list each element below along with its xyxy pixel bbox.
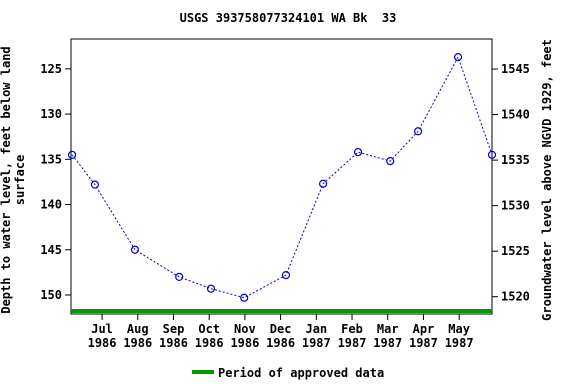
x-tick-label: Nov (234, 322, 256, 336)
x-tick-label: May (448, 322, 470, 336)
data-point (487, 150, 497, 159)
y-tick-label: 150 (40, 288, 62, 302)
y2-axis-label: Groundwater level above NGVD 1929, feet (540, 39, 554, 321)
data-point (240, 293, 249, 302)
y-axis-label: Depth to water level, feet below landsur… (0, 46, 27, 313)
data-point (90, 180, 100, 189)
x-tick-label: Oct (198, 322, 220, 336)
y2-tick-label: 1520 (501, 290, 530, 304)
legend-label: Period of approved data (218, 366, 384, 380)
x-tick-year: 1987 (409, 336, 438, 350)
chart-title: USGS 393758077324101 WA Bk 33 (180, 11, 397, 25)
x-tick-label: Feb (341, 322, 363, 336)
x-tick-year: 1986 (266, 336, 295, 350)
data-point (353, 147, 363, 157)
x-tick-label: Sep (163, 322, 185, 336)
data-point (206, 284, 216, 293)
x-tick-year: 1987 (338, 336, 367, 350)
x-tick-year: 1987 (373, 336, 402, 350)
data-point (413, 127, 423, 136)
data-point (386, 157, 395, 166)
y2-tick-label: 1525 (501, 244, 530, 258)
x-tick-label: Apr (413, 322, 435, 336)
x-tick-year: 1987 (302, 336, 331, 350)
x-tick-label: Jan (305, 322, 327, 336)
x-tick-year: 1986 (88, 336, 117, 350)
x-tick-year: 1986 (123, 336, 152, 350)
y2-tick-label: 1530 (501, 199, 530, 213)
data-point (281, 271, 291, 280)
plot-frame (70, 38, 493, 315)
y-tick-label: 130 (40, 107, 62, 121)
y-tick-label: 135 (40, 152, 62, 166)
y2-tick-label: 1545 (501, 62, 530, 76)
y2-tick-label: 1535 (501, 153, 530, 167)
x-tick-label: Jul (91, 322, 113, 336)
data-point (453, 52, 463, 62)
y-tick-label: 140 (40, 198, 62, 212)
series-line (71, 55, 493, 299)
x-tick-label: Aug (127, 322, 149, 336)
y-tick-label: 145 (40, 243, 62, 257)
x-tick-label: Mar (377, 322, 399, 336)
x-tick-year: 1986 (159, 336, 188, 350)
data-point (319, 179, 328, 188)
y2-tick-label: 1540 (501, 108, 530, 122)
x-tick-year: 1986 (230, 336, 259, 350)
x-tick-year: 1987 (445, 336, 474, 350)
data-point (130, 245, 140, 254)
data-point (67, 150, 77, 159)
x-tick-year: 1986 (195, 336, 224, 350)
y-tick-label: 125 (40, 62, 62, 76)
data-point (175, 272, 184, 282)
x-tick-label: Dec (270, 322, 292, 336)
